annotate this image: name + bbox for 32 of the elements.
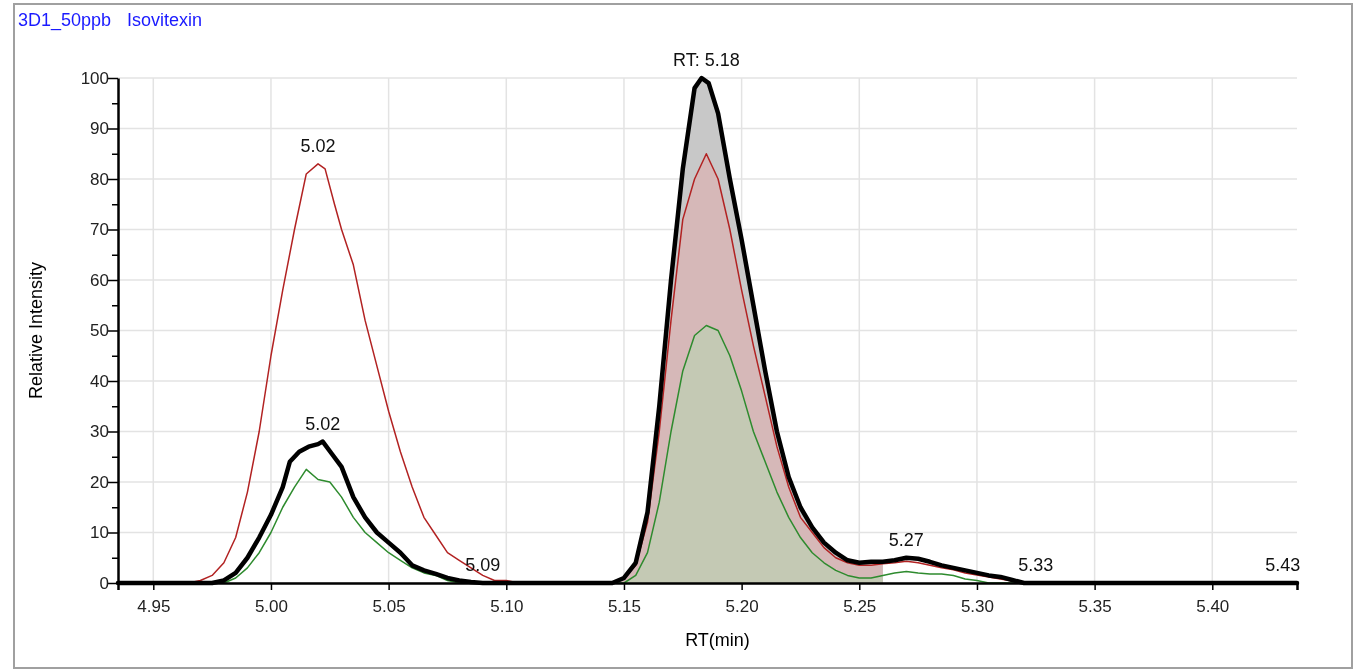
annotation: 5.33 — [1018, 555, 1054, 575]
y-tick-label: 20 — [90, 472, 109, 492]
x-tick-label: 5.15 — [607, 596, 641, 616]
annotation: 5.02 — [305, 413, 341, 434]
y-axis-title: Relative Intensity — [26, 261, 46, 400]
annotation: 5.43 — [1265, 555, 1301, 575]
chart-title: 3D1_50ppb — [18, 10, 112, 31]
y-tick-label: 90 — [90, 119, 109, 139]
y-tick-label: 70 — [90, 220, 109, 240]
x-tick-label: 5.00 — [254, 596, 289, 616]
chart-subtitle: Isovitexin — [127, 10, 203, 30]
annotation: 5.02 — [300, 135, 336, 156]
x-tick-label: 5.05 — [372, 596, 406, 616]
x-tick-label: 5.25 — [843, 596, 877, 616]
x-tick-label: 4.95 — [137, 596, 171, 616]
x-axis-title: RT(min) — [685, 630, 750, 650]
x-tick-label: 5.40 — [1196, 596, 1230, 616]
y-tick-label: 40 — [90, 371, 109, 391]
x-tick-label: 5.30 — [960, 596, 994, 616]
x-tick-label: 5.10 — [490, 596, 524, 616]
y-tick-label: 60 — [90, 270, 109, 290]
x-tick-label: 5.35 — [1078, 596, 1112, 616]
y-tick-label: 10 — [90, 523, 109, 543]
y-tick-label: 30 — [90, 422, 109, 442]
annotation: RT: 5.18 — [672, 50, 740, 70]
annotation: 5.27 — [888, 529, 924, 550]
y-tick-label: 0 — [99, 573, 109, 593]
y-tick-label: 50 — [90, 321, 109, 341]
y-tick-label: 80 — [90, 169, 109, 189]
x-tick-label: 5.20 — [725, 596, 759, 616]
y-tick-label: 100 — [80, 68, 109, 88]
annotation: 5.09 — [465, 555, 501, 575]
